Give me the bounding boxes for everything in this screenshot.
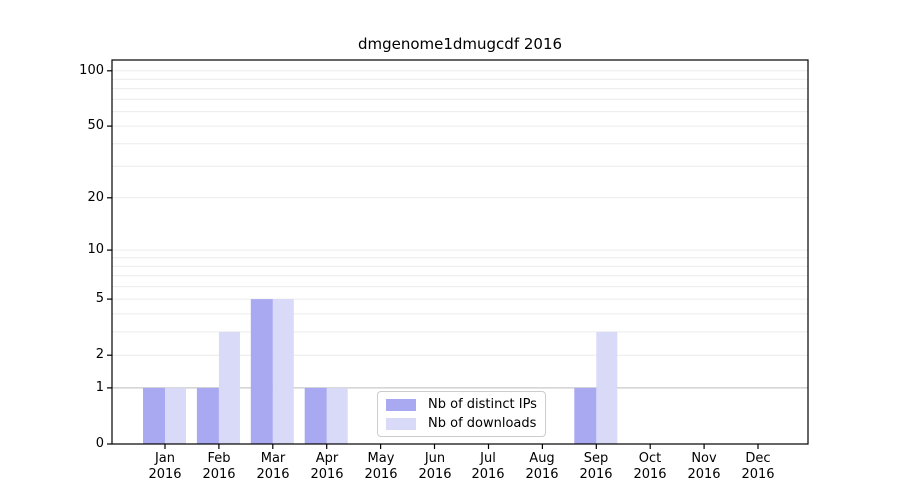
chart-title: dmgenome1dmugcdf 2016 <box>357 35 563 53</box>
y-tick-label: 2 <box>95 347 104 362</box>
downloads-swatch-icon <box>386 417 416 430</box>
bar-downloads <box>596 331 618 444</box>
x-tick-label: Dec 2016 <box>741 451 775 482</box>
bar-distinct-ips <box>250 299 273 444</box>
x-tick-label: Jun 2016 <box>418 451 452 482</box>
x-tick-label: Feb 2016 <box>202 451 236 482</box>
distinct-ips-swatch-icon <box>386 398 416 411</box>
legend-item-downloads: Nb of downloads <box>386 415 537 431</box>
x-tick-label: Nov 2016 <box>687 451 721 482</box>
legend: Nb of distinct IPs Nb of downloads <box>377 391 546 437</box>
x-tick-label: Jul 2016 <box>471 451 505 482</box>
bar-distinct-ips <box>196 387 219 444</box>
legend-item-distinct-ips: Nb of distinct IPs <box>386 396 537 412</box>
x-tick-label: Jan 2016 <box>148 451 182 482</box>
y-tick-label: 100 <box>79 63 104 78</box>
bar-distinct-ips <box>304 387 327 444</box>
y-tick-label: 5 <box>95 291 104 306</box>
x-tick-label: Mar 2016 <box>256 451 290 482</box>
y-tick-label: 20 <box>87 190 104 205</box>
bar-downloads <box>165 387 186 444</box>
bar-distinct-ips <box>574 387 597 444</box>
bar-downloads <box>218 331 240 444</box>
bar-downloads <box>272 299 294 444</box>
bar-distinct-ips <box>143 387 165 444</box>
x-tick-label: May 2016 <box>364 451 398 482</box>
x-tick-label: Apr 2016 <box>310 451 344 482</box>
plot-border <box>111 59 809 445</box>
x-tick-label: Sep 2016 <box>579 451 613 482</box>
legend-label: Nb of distinct IPs <box>428 396 537 412</box>
x-tick-label: Oct 2016 <box>633 451 667 482</box>
y-tick-label: 50 <box>87 118 104 133</box>
y-tick-label: 10 <box>87 242 104 257</box>
x-tick-label: Aug 2016 <box>525 451 559 482</box>
y-tick-label: 1 <box>95 380 104 395</box>
y-tick-label: 0 <box>95 436 104 451</box>
bar-downloads <box>326 387 348 444</box>
legend-label: Nb of downloads <box>428 415 537 431</box>
